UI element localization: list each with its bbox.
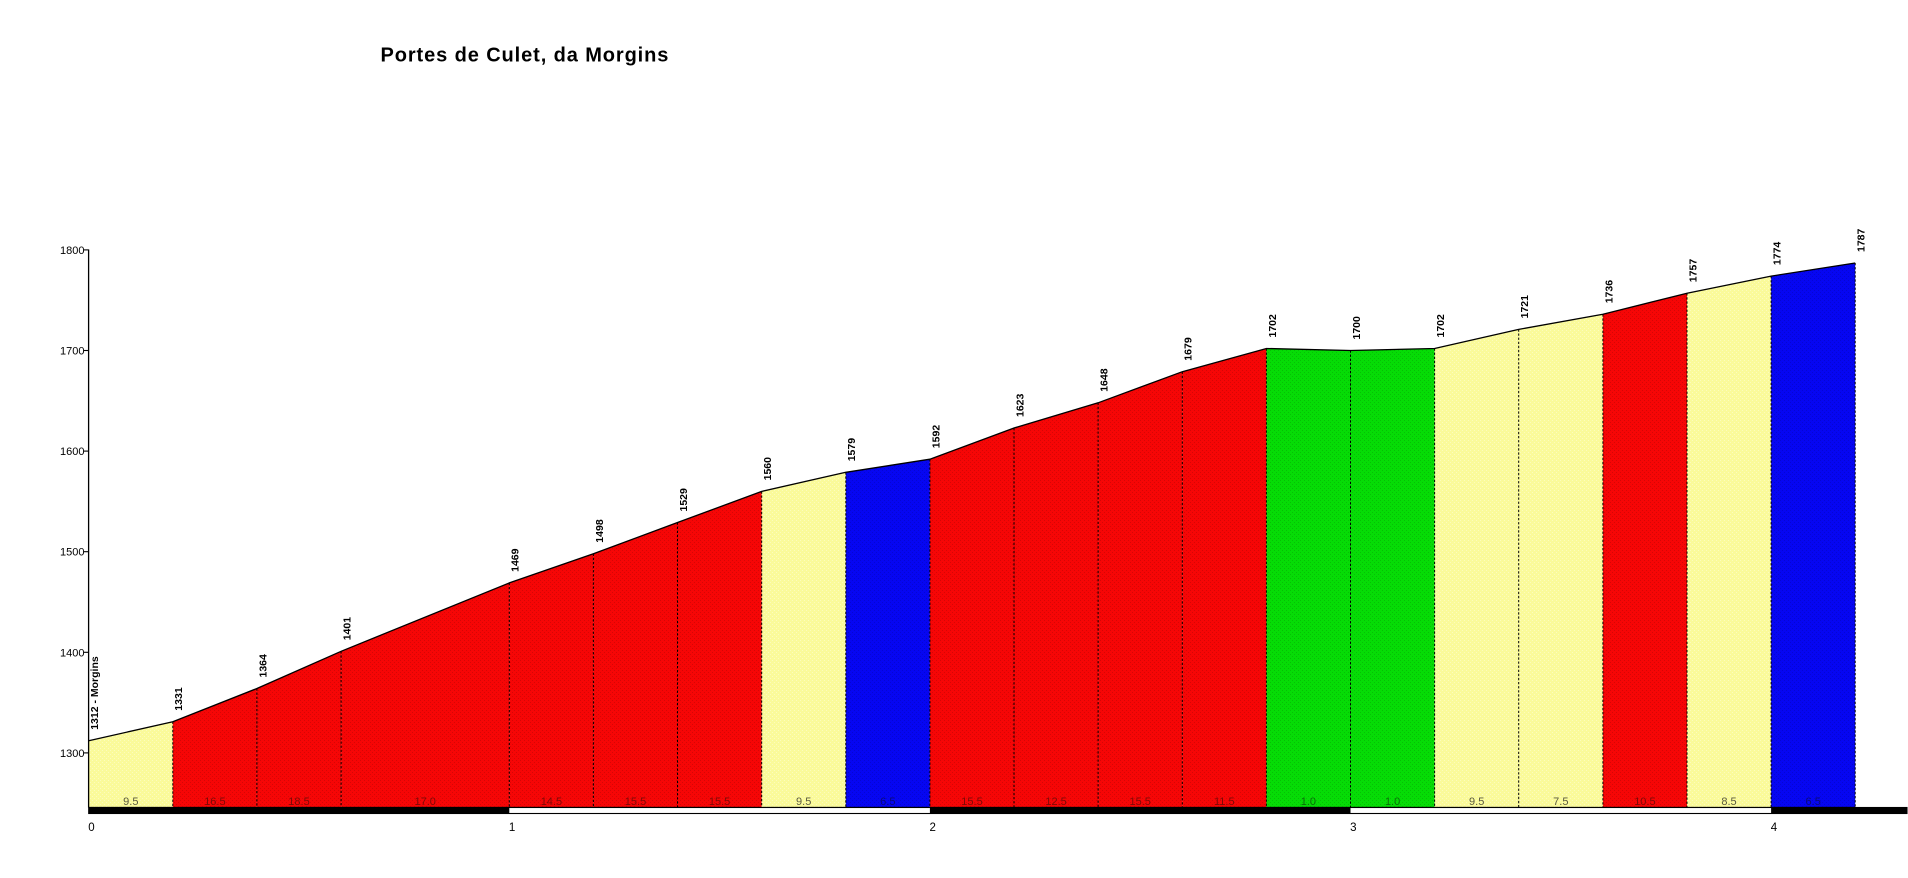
svg-text:1500: 1500 (60, 547, 84, 559)
svg-text:10.5: 10.5 (1634, 796, 1655, 808)
svg-text:1.0: 1.0 (1385, 796, 1400, 808)
svg-text:1757: 1757 (1687, 259, 1699, 283)
svg-text:6.5: 6.5 (1806, 796, 1821, 808)
svg-text:6.5: 6.5 (880, 796, 895, 808)
svg-text:1721: 1721 (1519, 295, 1531, 319)
svg-text:1600: 1600 (60, 446, 84, 458)
svg-text:15.5: 15.5 (1129, 796, 1150, 808)
svg-text:1623: 1623 (1014, 393, 1026, 417)
svg-text:11.5: 11.5 (1214, 796, 1235, 808)
svg-text:1: 1 (509, 822, 515, 834)
svg-text:1648: 1648 (1099, 368, 1111, 392)
svg-text:1331: 1331 (173, 687, 185, 711)
svg-text:9.5: 9.5 (796, 796, 811, 808)
svg-text:1469: 1469 (510, 548, 522, 572)
svg-text:1700: 1700 (60, 346, 84, 358)
svg-text:1529: 1529 (678, 488, 690, 512)
svg-text:3: 3 (1350, 822, 1356, 834)
svg-text:1592: 1592 (930, 425, 942, 449)
svg-text:0: 0 (88, 822, 94, 834)
svg-text:9.5: 9.5 (1469, 796, 1484, 808)
svg-text:1800: 1800 (60, 245, 84, 257)
svg-text:16.5: 16.5 (204, 796, 225, 808)
svg-text:1364: 1364 (257, 654, 269, 678)
svg-text:15.5: 15.5 (625, 796, 646, 808)
svg-text:1579: 1579 (846, 438, 858, 462)
svg-text:8.5: 8.5 (1721, 796, 1736, 808)
svg-text:7.5: 7.5 (1553, 796, 1568, 808)
svg-text:1702: 1702 (1435, 314, 1447, 338)
svg-text:15.5: 15.5 (961, 796, 982, 808)
svg-text:2: 2 (929, 822, 935, 834)
svg-text:9.5: 9.5 (123, 796, 138, 808)
svg-text:1736: 1736 (1603, 280, 1615, 304)
svg-text:1774: 1774 (1772, 242, 1784, 266)
svg-text:1702: 1702 (1267, 314, 1279, 338)
svg-text:4: 4 (1771, 822, 1778, 834)
svg-text:15.5: 15.5 (709, 796, 730, 808)
svg-text:1400: 1400 (60, 647, 84, 659)
svg-text:1787: 1787 (1856, 228, 1868, 252)
svg-text:1312 - Morgins: 1312 - Morgins (89, 656, 101, 730)
svg-text:17.0: 17.0 (414, 796, 435, 808)
svg-text:1498: 1498 (594, 519, 606, 543)
svg-text:1.0: 1.0 (1301, 796, 1316, 808)
svg-text:1401: 1401 (342, 617, 354, 641)
svg-text:12.5: 12.5 (1045, 796, 1066, 808)
svg-text:1679: 1679 (1183, 337, 1195, 361)
svg-text:14.5: 14.5 (541, 796, 562, 808)
svg-text:1700: 1700 (1351, 316, 1363, 340)
svg-text:1560: 1560 (762, 457, 774, 481)
svg-text:Portes de Culet, da Morgins: Portes de Culet, da Morgins (381, 45, 670, 67)
svg-text:18.5: 18.5 (288, 796, 309, 808)
svg-text:1300: 1300 (60, 748, 84, 760)
